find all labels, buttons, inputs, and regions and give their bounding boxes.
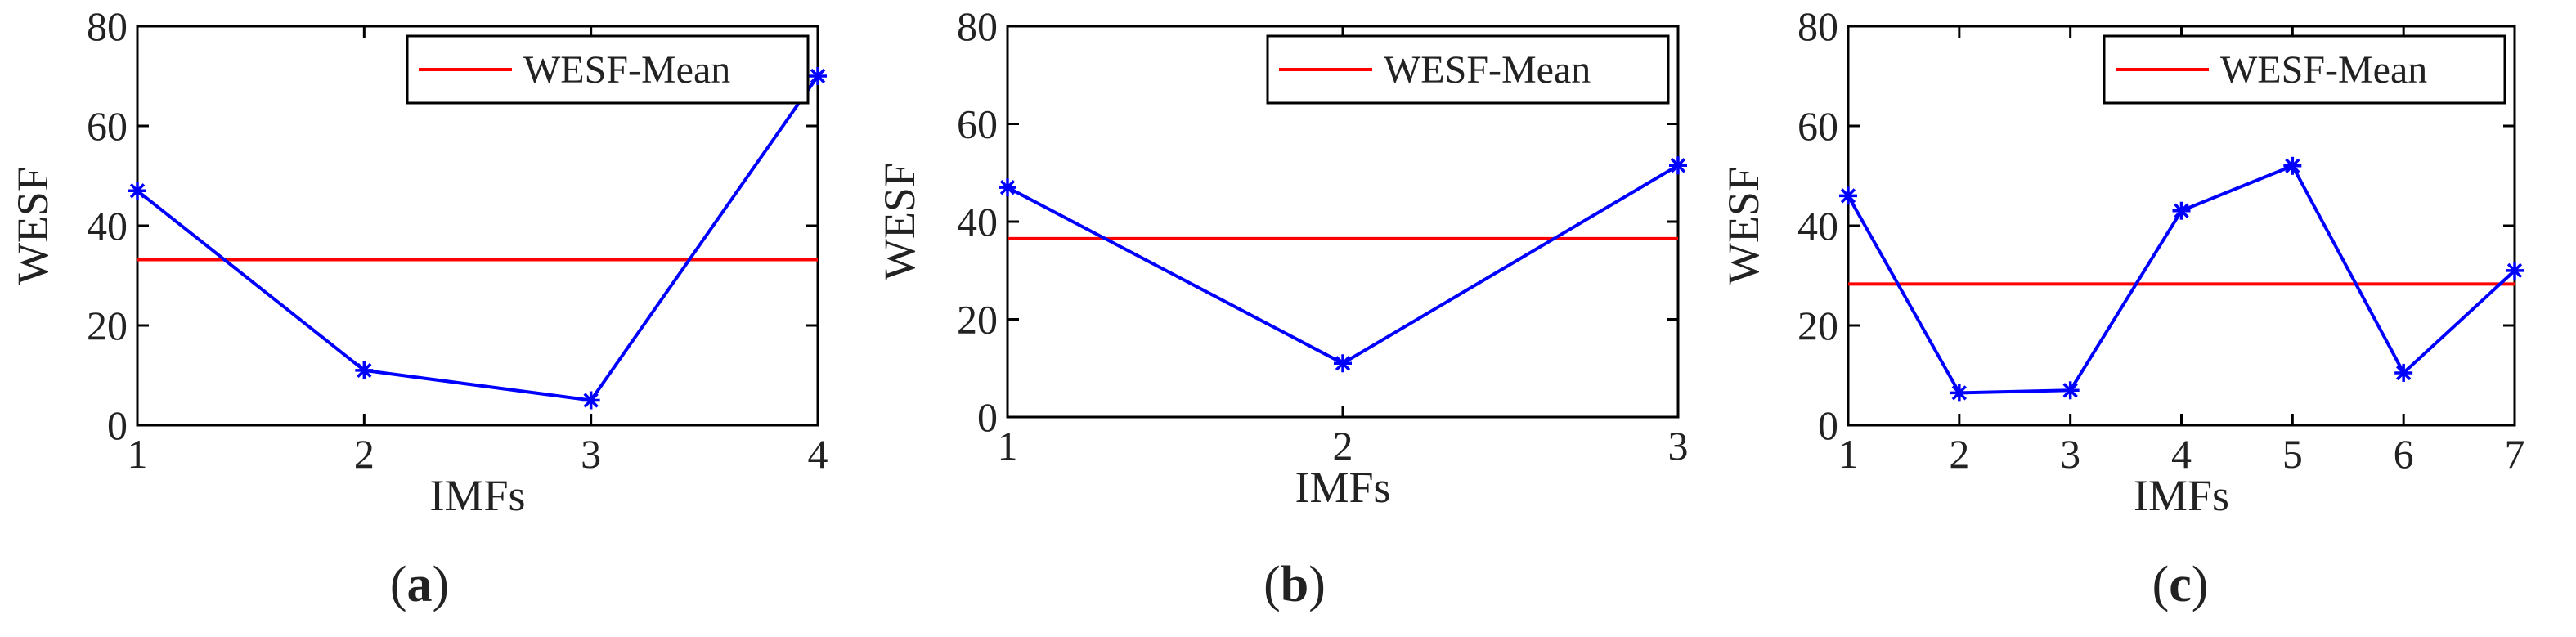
y-tick-label: 40 (87, 203, 128, 249)
data-point (2061, 381, 2080, 400)
data-point (128, 182, 146, 200)
y-tick-label: 60 (1797, 103, 1838, 149)
data-point (2506, 261, 2524, 280)
y-axis-label: WESF (8, 167, 57, 285)
legend: WESF-Mean (1266, 34, 1670, 105)
x-tick-label: 7 (2505, 431, 2525, 477)
legend-entry: WESF-Mean (2220, 48, 2427, 92)
y-tick-label: 0 (107, 402, 128, 448)
data-point (1950, 384, 1968, 402)
y-tick-label: 80 (1797, 3, 1838, 49)
x-tick-label: 4 (808, 431, 828, 477)
x-tick-label: 2 (1949, 431, 1969, 477)
y-tick-label: 60 (957, 101, 998, 147)
x-tick-label: 1 (998, 423, 1018, 469)
x-tick-label: 6 (2394, 431, 2414, 477)
legend-entry: WESF-Mean (1384, 48, 1591, 92)
series-line (1847, 164, 2516, 395)
data-point (999, 178, 1016, 197)
panel-letter: b (1281, 557, 1308, 612)
data-point (809, 67, 827, 85)
data-point (355, 361, 374, 379)
x-tick-label: 3 (1668, 423, 1689, 469)
x-tick-label: 2 (354, 431, 375, 477)
x-tick-label: 1 (128, 431, 148, 477)
x-tick-label: 2 (1333, 423, 1353, 469)
series-line (1007, 164, 1680, 366)
legend: WESF-Mean (406, 34, 810, 105)
data-point (1839, 186, 1857, 205)
data-point (581, 391, 600, 410)
x-tick-label: 5 (2282, 431, 2303, 477)
x-tick-label: 3 (581, 431, 601, 477)
data-point (2172, 201, 2191, 220)
y-tick-label: 80 (957, 3, 998, 49)
chart-panel-a: 0 20 40 60 80 1 2 3 4 IMFs WESF WESF-Mean (a) (8, 3, 828, 612)
chart-panel-b: 0 20 40 60 80 1 2 3 IMFs WESF WESF-Mean (b) (875, 3, 1689, 612)
chart-panel-c: 0 20 40 60 80 1 2 3 4 5 6 7 IMFs WESF WESF-Mean (c) (1719, 3, 2525, 612)
data-point (1669, 156, 1687, 175)
y-tick-label: 0 (977, 394, 998, 440)
y-tick-label: 20 (1797, 303, 1838, 348)
y-tick-label: 0 (1818, 402, 1838, 448)
data-point (2394, 363, 2413, 382)
x-axis-label: IMFs (429, 471, 525, 520)
x-axis-label: IMFs (2134, 471, 2229, 520)
y-tick-label: 20 (87, 303, 128, 348)
x-axis-label: IMFs (1295, 463, 1390, 512)
panel-label: (a) (390, 557, 449, 612)
series-line (136, 74, 819, 402)
y-tick-label: 40 (1797, 203, 1838, 249)
x-tick-label: 4 (2171, 431, 2192, 477)
panel-letter: c (2169, 557, 2192, 612)
y-tick-label: 60 (87, 103, 128, 149)
y-tick-label: 80 (87, 3, 128, 49)
x-tick-label: 1 (1838, 431, 1859, 477)
y-tick-label: 20 (957, 297, 998, 343)
panel-letter: a (407, 557, 433, 612)
panel-label: (b) (1263, 557, 1326, 612)
legend-entry: WESF-Mean (523, 48, 730, 92)
panel-label: (c) (2152, 557, 2209, 612)
y-axis-label: WESF (1719, 167, 1768, 285)
data-point (2283, 156, 2302, 175)
y-axis-label: WESF (875, 163, 924, 280)
x-tick-label: 3 (2060, 431, 2080, 477)
y-tick-label: 40 (957, 199, 998, 244)
data-point (1334, 354, 1352, 373)
legend: WESF-Mean (2103, 34, 2506, 105)
